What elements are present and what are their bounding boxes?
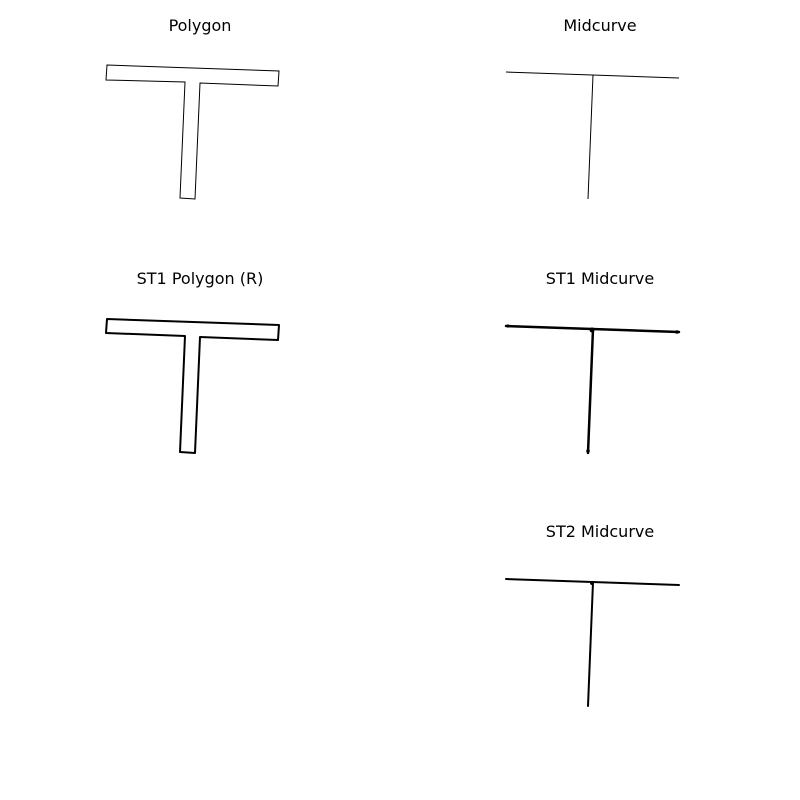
panel-title-st1-midcurve: ST1 Midcurve	[545, 269, 655, 288]
midcurve-shape	[505, 71, 680, 200]
st1-polygon-shape	[105, 318, 280, 454]
panel-title-midcurve: Midcurve	[563, 16, 637, 35]
polygon-shape	[105, 64, 280, 200]
st1-midcurve-shape	[504, 324, 681, 455]
st2-midcurve-shape	[505, 578, 680, 707]
panel-title-st1-polygon: ST1 Polygon (R)	[136, 269, 264, 288]
panel-title-polygon: Polygon	[168, 16, 232, 35]
panel-title-st2-midcurve: ST2 Midcurve	[545, 522, 655, 541]
